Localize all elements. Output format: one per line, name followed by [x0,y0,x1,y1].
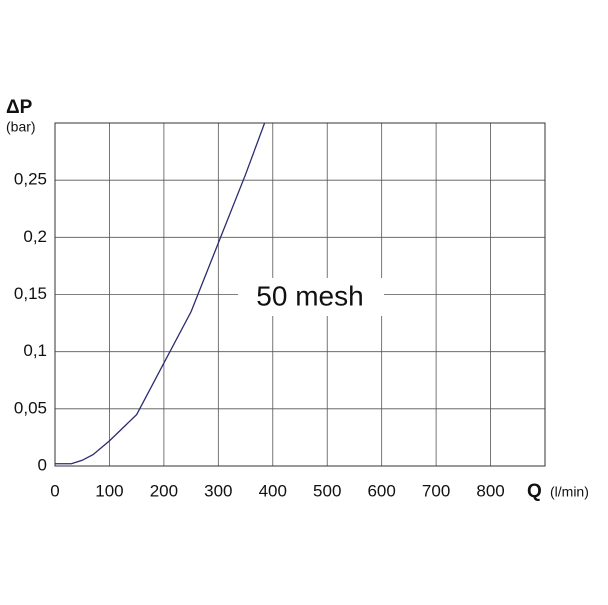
y-tick-label: 0,05 [14,398,47,417]
y-axis-unit: (bar) [6,119,36,135]
x-tick-label: 300 [204,481,232,500]
x-tick-label: 100 [95,481,123,500]
x-axis-label: Q [527,481,542,502]
x-tick-label: 400 [259,481,287,500]
annotation-background [238,278,384,316]
data-line [55,122,266,465]
y-tick-label: 0,25 [14,170,47,189]
y-tick-label: 0,1 [23,341,47,360]
annotation: 50 mesh [256,280,363,311]
plot-frame [54,122,546,467]
y-axis-label: ΔP [6,97,33,118]
x-tick-label: 700 [422,481,450,500]
x-tick-label: 500 [313,481,341,500]
x-axis-unit: (l/min) [550,484,589,500]
y-tick-label: 0 [38,455,47,474]
y-tick-label: 0,15 [14,284,47,303]
x-tick-label: 800 [476,481,504,500]
x-tick-label: 200 [150,481,178,500]
x-tick-label: 600 [367,481,395,500]
y-tick-label: 0,2 [23,227,47,246]
x-tick-label: 0 [50,481,59,500]
